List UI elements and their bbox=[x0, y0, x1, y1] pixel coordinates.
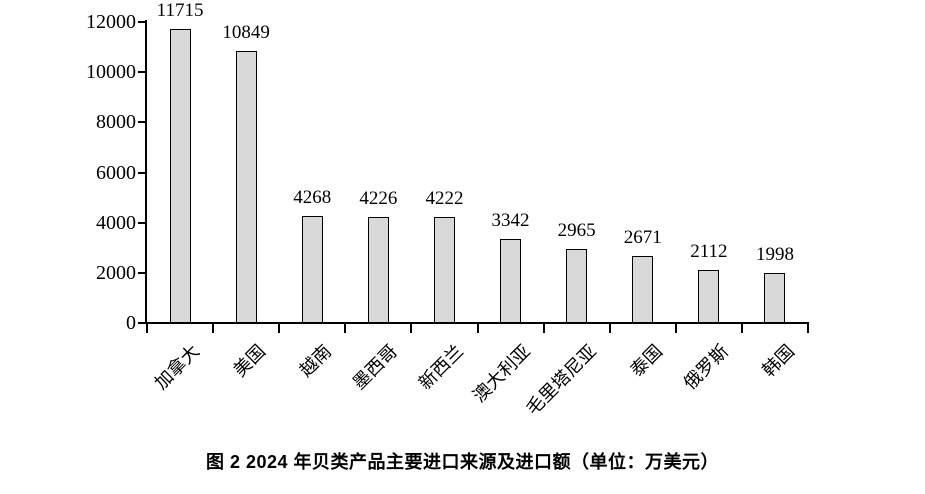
bar-value-label: 10849 bbox=[222, 21, 270, 43]
bar bbox=[500, 239, 522, 323]
bar-value-label: 4268 bbox=[293, 186, 332, 208]
bar-value-label: 4226 bbox=[359, 187, 398, 209]
bar-value-label: 2965 bbox=[557, 219, 596, 241]
x-category-label: 墨西哥 bbox=[349, 341, 402, 394]
x-category-label: 加拿大 bbox=[150, 341, 204, 394]
bar bbox=[764, 272, 786, 323]
bar bbox=[632, 256, 654, 323]
bar-value-label: 4222 bbox=[425, 188, 464, 210]
bar-value-label: 3342 bbox=[491, 210, 530, 232]
x-tick bbox=[278, 324, 281, 333]
x-category-label: 美国 bbox=[229, 341, 270, 381]
bar bbox=[235, 50, 257, 323]
x-tick bbox=[476, 324, 479, 333]
x-category-label: 澳大利亚 bbox=[468, 341, 534, 407]
y-tick-label: 6000 bbox=[96, 161, 136, 184]
x-category-label: 泰国 bbox=[626, 341, 666, 381]
y-tick-label: 0 bbox=[126, 312, 136, 334]
x-tick bbox=[146, 324, 148, 333]
y-tick bbox=[138, 322, 146, 324]
x-category-label: 新西兰 bbox=[415, 341, 468, 394]
bar bbox=[301, 215, 323, 323]
bar bbox=[698, 270, 720, 323]
bar-value-label: 11715 bbox=[156, 0, 204, 22]
bar bbox=[433, 217, 455, 323]
x-category-label: 韩国 bbox=[758, 341, 799, 381]
y-tick-label: 2000 bbox=[96, 261, 136, 284]
y-tick bbox=[138, 221, 146, 224]
bar-value-label: 2112 bbox=[690, 241, 728, 263]
x-tick bbox=[674, 324, 677, 333]
y-tick-label: 8000 bbox=[96, 111, 136, 134]
y-tick-label: 12000 bbox=[86, 11, 136, 33]
y-tick-label: 4000 bbox=[96, 211, 136, 234]
x-tick bbox=[344, 324, 347, 333]
x-tick bbox=[740, 324, 743, 333]
x-tick bbox=[807, 324, 809, 333]
y-tick bbox=[138, 271, 146, 274]
bar-value-label: 2671 bbox=[623, 227, 662, 248]
y-tick bbox=[138, 171, 146, 174]
x-tick bbox=[212, 324, 215, 333]
bar-value-label: 1998 bbox=[755, 243, 794, 265]
x-tick bbox=[410, 324, 413, 333]
bar bbox=[367, 216, 389, 323]
x-tick bbox=[542, 324, 545, 333]
x-category-label: 毛里塔尼亚 bbox=[522, 341, 600, 419]
y-tick bbox=[138, 21, 146, 23]
x-category-label: 俄罗斯 bbox=[679, 341, 733, 394]
y-tick bbox=[138, 71, 146, 74]
y-axis-line bbox=[145, 20, 147, 324]
y-tick bbox=[138, 121, 146, 124]
x-category-label: 越南 bbox=[295, 341, 336, 381]
y-tick-label: 10000 bbox=[86, 61, 136, 84]
x-tick bbox=[608, 324, 611, 333]
bar bbox=[169, 29, 191, 323]
x-axis-line bbox=[145, 322, 809, 324]
bar bbox=[566, 248, 588, 323]
figure-caption: 图 2 2024 年贝类产品主要进口来源及进口额（单位：万美元） bbox=[205, 452, 720, 472]
